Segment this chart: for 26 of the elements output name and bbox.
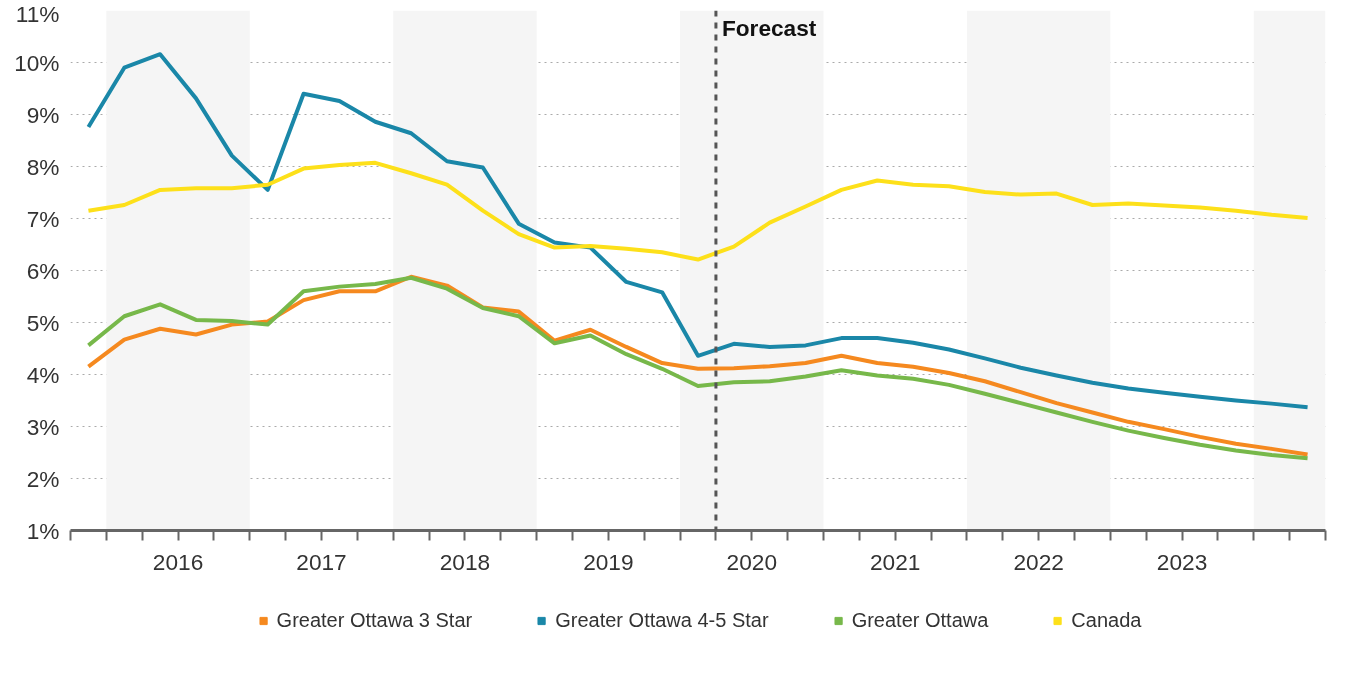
legend-label: Greater Ottawa 3 Star (276, 608, 473, 632)
x-tick-label: 2016 (152, 548, 204, 575)
y-tick-label: 11% (15, 0, 60, 27)
x-tick-label: 2019 (583, 548, 634, 575)
y-tick-label: 5% (26, 309, 60, 336)
ref-line-label: Forecast (721, 14, 817, 41)
x-tick-label: 2022 (1013, 548, 1064, 575)
x-tick-label: 2018 (439, 548, 491, 575)
y-tick-label: 3% (26, 413, 60, 440)
line-series (86, 160, 1310, 262)
legend-label: Greater Ottawa 4-5 Star (555, 608, 769, 632)
x-tick-label: 2023 (1156, 548, 1208, 575)
y-tick-label: 2% (26, 465, 60, 492)
legend-label: Canada (1071, 608, 1142, 632)
y-tick-label: 1% (26, 517, 60, 544)
legend-label: Greater Ottawa (851, 608, 989, 632)
y-tick-label: 7% (26, 205, 60, 232)
y-tick-label: 9% (26, 101, 60, 128)
x-tick-label: 2017 (296, 548, 347, 575)
y-tick-label: 6% (26, 257, 60, 284)
x-tick-label: 2020 (726, 548, 777, 575)
line-series (86, 52, 1310, 410)
y-tick-label: 10% (14, 49, 60, 76)
y-tick-label: 4% (26, 361, 60, 388)
x-tick-label: 2021 (870, 548, 921, 575)
y-tick-label: 8% (26, 153, 60, 180)
